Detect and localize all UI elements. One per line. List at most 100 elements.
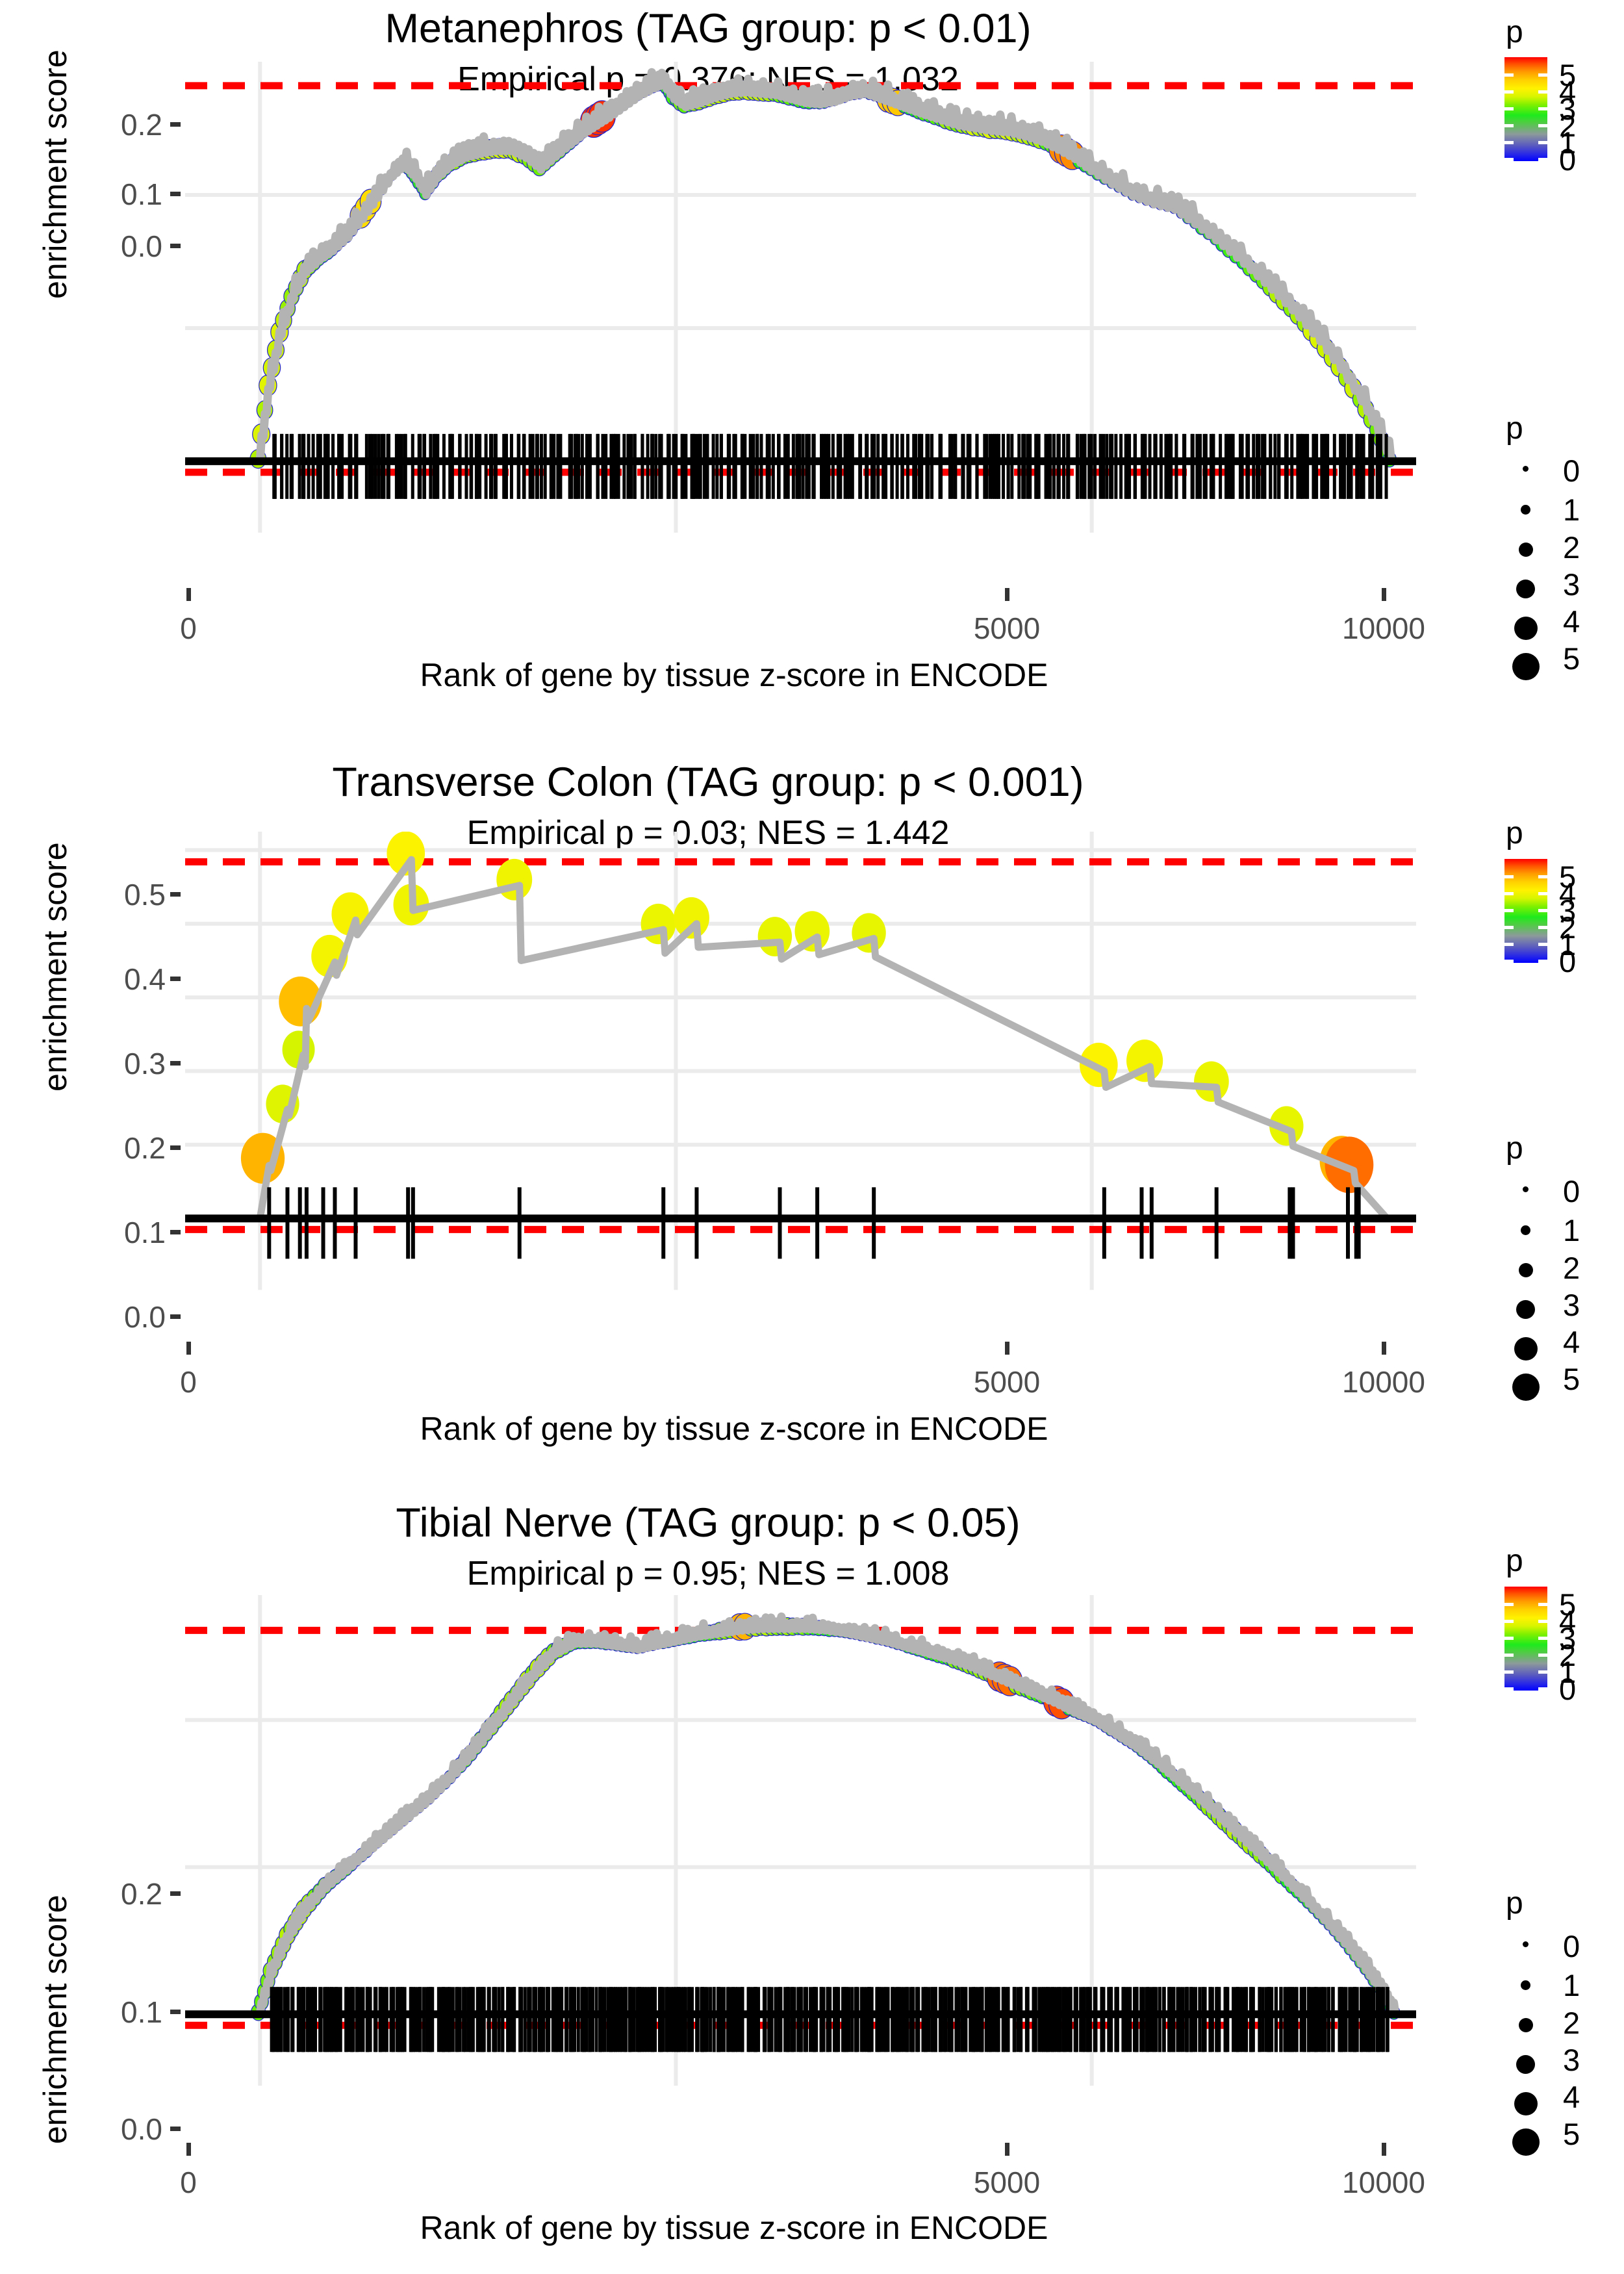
size-legend-label: 3 bbox=[1563, 2043, 1580, 2077]
size-legend-dot bbox=[1514, 617, 1538, 640]
colorbar-tick bbox=[1504, 1603, 1514, 1606]
panel-transverse-colon: Transverse Colon (TAG group: p < 0.001) … bbox=[0, 754, 1624, 1481]
y-tick-mark bbox=[170, 1145, 181, 1150]
enrichment-plot bbox=[185, 832, 1416, 1290]
x-tick-label: 5000 bbox=[973, 1365, 1041, 1399]
color-legend-title: p bbox=[1506, 15, 1523, 49]
colorbar-tick bbox=[1538, 1687, 1547, 1691]
y-tick-label: 0.1 bbox=[121, 177, 162, 211]
size-legend-title: p bbox=[1506, 1131, 1523, 1166]
panel-title: Metanephros (TAG group: p < 0.01) bbox=[385, 6, 1032, 51]
panel-subtitle: Empirical p = 0.95; NES = 1.008 bbox=[466, 1555, 950, 1592]
size-legend-label: 1 bbox=[1563, 492, 1580, 527]
size-legend-dot bbox=[1512, 1373, 1540, 1401]
y-tick-label: 0.2 bbox=[124, 1131, 166, 1165]
y-tick-label: 0.0 bbox=[121, 229, 162, 263]
colorbar-tick-label: 4 bbox=[1559, 876, 1577, 911]
x-tick-mark bbox=[1382, 2143, 1386, 2156]
colorbar-tick-label: 3 bbox=[1559, 893, 1577, 928]
size-legend-dot bbox=[1519, 1263, 1533, 1277]
size-legend-label: 5 bbox=[1563, 641, 1580, 676]
x-tick-label: 10000 bbox=[1342, 2165, 1425, 2199]
colorbar-tick bbox=[1538, 1670, 1547, 1674]
y-tick-label: 0.0 bbox=[124, 1300, 166, 1334]
x-tick-mark bbox=[1005, 2143, 1009, 2156]
y-tick-label: 0.3 bbox=[124, 1047, 166, 1080]
size-legend-dot bbox=[1516, 1300, 1535, 1319]
colorbar-tick-label: 0 bbox=[1559, 1672, 1577, 1706]
size-legend-dot bbox=[1512, 653, 1540, 680]
y-tick-label: 0.2 bbox=[121, 108, 162, 142]
x-tick-mark bbox=[1382, 588, 1386, 601]
colorbar-tick bbox=[1538, 1654, 1547, 1657]
y-tick-mark bbox=[170, 1061, 181, 1066]
x-tick-label: 5000 bbox=[973, 611, 1041, 645]
size-legend-label: 5 bbox=[1563, 2117, 1580, 2151]
colorbar-tick bbox=[1538, 90, 1547, 94]
colorbar-tick bbox=[1504, 158, 1514, 161]
y-tick-mark bbox=[170, 244, 181, 248]
colorbar-tick bbox=[1504, 875, 1514, 878]
y-tick-label: 0.0 bbox=[121, 2112, 162, 2146]
colorbar-tick-label: 1 bbox=[1559, 125, 1577, 160]
y-axis-label: enrichment score bbox=[37, 49, 73, 300]
colorbar-tick bbox=[1538, 926, 1547, 929]
panel-tibial-nerve: Tibial Nerve (TAG group: p < 0.05) Empir… bbox=[0, 1494, 1624, 2274]
x-tick-label: 10000 bbox=[1342, 611, 1425, 645]
colorbar-tick-label: 0 bbox=[1559, 944, 1577, 978]
colorbar-tick-label: 5 bbox=[1559, 860, 1577, 894]
y-tick-mark bbox=[170, 122, 181, 127]
colorbar-tick-label: 2 bbox=[1559, 1638, 1577, 1672]
colorbar-tick bbox=[1504, 909, 1514, 912]
size-legend-label: 1 bbox=[1563, 1213, 1580, 1247]
colorbar-tick bbox=[1538, 1637, 1547, 1640]
x-tick-label: 0 bbox=[180, 1365, 197, 1399]
colorbar-tick bbox=[1538, 1620, 1547, 1623]
size-legend-label: 3 bbox=[1563, 1288, 1580, 1322]
colorbar-tick bbox=[1504, 1620, 1514, 1623]
size-legend-label: 5 bbox=[1563, 1362, 1580, 1396]
y-tick-mark bbox=[170, 977, 181, 981]
colorbar-tick-label: 0 bbox=[1559, 142, 1577, 177]
colorbar-tick-label: 5 bbox=[1559, 1587, 1577, 1622]
panel-title: Tibial Nerve (TAG group: p < 0.05) bbox=[396, 1500, 1021, 1546]
size-legend-label: 0 bbox=[1563, 454, 1580, 488]
size-legend-title: p bbox=[1506, 1886, 1523, 1921]
colorbar-tick bbox=[1538, 107, 1547, 110]
size-legend-dot bbox=[1521, 1225, 1530, 1235]
colorbar-tick bbox=[1504, 1670, 1514, 1674]
x-axis-label: Rank of gene by tissue z-score in ENCODE bbox=[420, 2210, 1048, 2246]
size-legend-label: 2 bbox=[1563, 530, 1580, 565]
y-tick-mark bbox=[170, 192, 181, 196]
y-tick-mark bbox=[170, 1314, 181, 1319]
size-legend-dot bbox=[1523, 1186, 1529, 1192]
enrichment-plot bbox=[185, 1595, 1416, 2086]
color-legend-title: p bbox=[1506, 1544, 1523, 1578]
colorbar-tick-label: 2 bbox=[1559, 910, 1577, 945]
x-tick-label: 0 bbox=[180, 2165, 197, 2199]
panel-subtitle: Empirical p = 0.03; NES = 1.442 bbox=[466, 814, 950, 852]
colorbar-tick bbox=[1504, 1654, 1514, 1657]
enrichment-plot bbox=[185, 62, 1416, 533]
size-legend-dot bbox=[1516, 580, 1535, 598]
colorbar-tick bbox=[1504, 124, 1514, 127]
colorbar-tick bbox=[1538, 943, 1547, 946]
y-tick-label: 0.2 bbox=[121, 1877, 162, 1911]
colorbar-tick bbox=[1504, 73, 1514, 77]
colorbar-tick-label: 1 bbox=[1559, 927, 1577, 962]
x-tick-mark bbox=[186, 588, 191, 601]
y-tick-label: 0.5 bbox=[124, 878, 166, 912]
colorbar-tick bbox=[1538, 960, 1547, 963]
x-tick-mark bbox=[1382, 1342, 1386, 1355]
size-legend-dot bbox=[1512, 2128, 1540, 2156]
colorbar-tick bbox=[1504, 943, 1514, 946]
colorbar-tick-label: 3 bbox=[1559, 1621, 1577, 1655]
size-legend-dot bbox=[1519, 2018, 1533, 2032]
colorbar-tick bbox=[1504, 141, 1514, 144]
size-legend-label: 2 bbox=[1563, 1251, 1580, 1285]
x-tick-label: 0 bbox=[180, 611, 197, 645]
y-tick-label: 0.1 bbox=[124, 1216, 166, 1249]
x-tick-label: 5000 bbox=[973, 2165, 1041, 2199]
size-legend-label: 4 bbox=[1563, 2080, 1580, 2114]
x-tick-mark bbox=[1005, 1342, 1009, 1355]
